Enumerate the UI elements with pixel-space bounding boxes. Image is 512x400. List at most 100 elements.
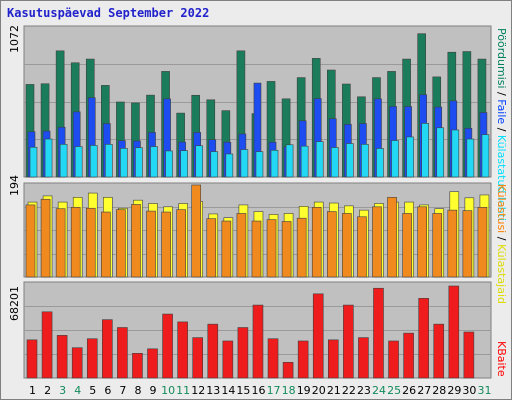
bar-kbaite-21 (327, 339, 339, 379)
x-tick-label-24: 24 (372, 384, 386, 397)
bar-kbaite-4 (71, 347, 83, 379)
chart-title: Kasutuspäevad September 2022 (7, 6, 210, 20)
bar-kbaite-3 (56, 335, 68, 379)
bar-külastatud-lehti-7 (120, 148, 128, 178)
bar-külastusi-29 (447, 209, 458, 278)
bar-külastusi-9 (146, 210, 156, 278)
bar-külastatud-lehti-30 (466, 138, 475, 178)
x-tick-label-5: 5 (89, 384, 96, 397)
bar-kbaite-12 (192, 337, 204, 379)
panel-1-ymax-label: 1072 (8, 25, 21, 53)
legend-pöördumisi: Pöördumisi (495, 28, 508, 89)
panel-3-legend: KBaite (495, 341, 508, 377)
x-tick-label-31: 31 (477, 384, 491, 397)
bar-külastusi-25 (387, 197, 397, 278)
legend-separator: / (495, 88, 508, 100)
bar-külastusi-11 (176, 209, 186, 278)
bar-külastatud-lehti-25 (391, 140, 399, 178)
bar-külastusi-23 (357, 216, 367, 278)
bar-külastatud-lehti-27 (421, 123, 429, 178)
bar-külastatud-lehti-15 (240, 149, 249, 178)
bar-külastatud-lehti-13 (210, 151, 219, 178)
x-tick-label-17: 17 (267, 384, 281, 397)
bar-külastatud-lehti-1 (29, 146, 38, 178)
bar-külastatud-lehti-14 (225, 153, 234, 178)
bar-külastusi-2 (40, 198, 51, 278)
bar-kbaite-8 (132, 353, 143, 379)
legend-kbaite: KBaite (495, 341, 508, 377)
bar-külastusi-7 (116, 209, 126, 278)
bar-külastatud-lehti-23 (361, 144, 369, 178)
bar-külastusi-6 (101, 211, 111, 278)
bar-külastusi-31 (477, 206, 488, 278)
x-tick-label-25: 25 (387, 384, 401, 397)
bar-külastusi-28 (432, 213, 443, 278)
bar-kbaite-7 (117, 327, 128, 379)
bar-kbaite-22 (343, 304, 354, 379)
x-tick-label-9: 9 (150, 384, 157, 397)
bar-külastusi-13 (206, 218, 217, 278)
bar-külastusi-24 (372, 206, 382, 278)
bar-külastusi-10 (161, 211, 171, 278)
bar-külastatud-lehti-17 (270, 149, 279, 178)
x-tick-label-27: 27 (417, 384, 431, 397)
x-tick-label-19: 19 (297, 384, 311, 397)
bar-kbaite-18 (282, 361, 294, 379)
bar-külastatud-lehti-8 (135, 147, 143, 178)
bar-kbaite-5 (86, 338, 98, 379)
x-tick-label-3: 3 (59, 384, 66, 397)
x-tick-label-22: 22 (342, 384, 356, 397)
x-tick-label-10: 10 (161, 384, 175, 397)
bar-kbaite-11 (177, 321, 188, 379)
x-tick-label-30: 30 (462, 384, 476, 397)
x-tick-label-11: 11 (176, 384, 190, 397)
x-tick-label-12: 12 (191, 384, 205, 397)
x-tick-label-23: 23 (357, 384, 371, 397)
bar-külastatud-lehti-16 (255, 151, 264, 178)
bar-kbaite-13 (207, 323, 219, 379)
bar-kbaite-10 (162, 313, 173, 379)
bar-kbaite-15 (237, 327, 249, 379)
legend-separator: / (495, 233, 508, 244)
bar-külastatud-lehti-4 (74, 146, 83, 178)
bar-külastusi-3 (55, 208, 66, 278)
bar-kbaite-9 (147, 348, 158, 379)
bar-kbaite-30 (463, 331, 475, 379)
x-tick-label-7: 7 (119, 384, 126, 397)
bar-külastatud-lehti-20 (315, 141, 324, 178)
bar-külastatud-lehti-28 (436, 127, 445, 178)
bar-külastusi-27 (417, 206, 427, 278)
bar-külastusi-19 (296, 217, 307, 278)
x-tick-label-13: 13 (206, 384, 220, 397)
bar-kbaite-16 (252, 304, 264, 379)
bar-kbaite-1 (26, 339, 38, 379)
bar-külastatud-lehti-12 (195, 145, 204, 178)
bar-külastusi-15 (236, 213, 247, 278)
bar-külastusi-16 (251, 220, 262, 278)
x-tick-label-6: 6 (104, 384, 111, 397)
x-tick-label-2: 2 (44, 384, 51, 397)
bar-külastatud-lehti-5 (89, 145, 98, 178)
bar-külastatud-lehti-3 (59, 144, 68, 178)
x-tick-label-8: 8 (134, 384, 141, 397)
bar-kbaite-6 (102, 319, 113, 379)
x-tick-label-16: 16 (252, 384, 266, 397)
bar-külastusi-26 (402, 213, 412, 278)
x-tick-label-26: 26 (402, 384, 416, 397)
bar-kbaite-20 (312, 293, 324, 379)
bar-külastatud-lehti-29 (451, 129, 460, 178)
bar-kbaite-19 (297, 340, 309, 379)
bar-külastusi-12 (191, 184, 202, 278)
bar-külastatud-lehti-2 (44, 138, 53, 178)
bar-külastatud-lehti-11 (180, 150, 188, 178)
bar-külastatud-lehti-18 (285, 144, 294, 178)
bar-kbaite-14 (222, 340, 234, 379)
legend-faile: Faile (495, 99, 508, 125)
bar-külastusi-30 (462, 210, 473, 278)
bar-külastatud-lehti-31 (481, 134, 490, 178)
bar-külastusi-22 (342, 213, 352, 278)
bar-kbaite-23 (358, 337, 369, 379)
x-tick-label-21: 21 (327, 384, 341, 397)
